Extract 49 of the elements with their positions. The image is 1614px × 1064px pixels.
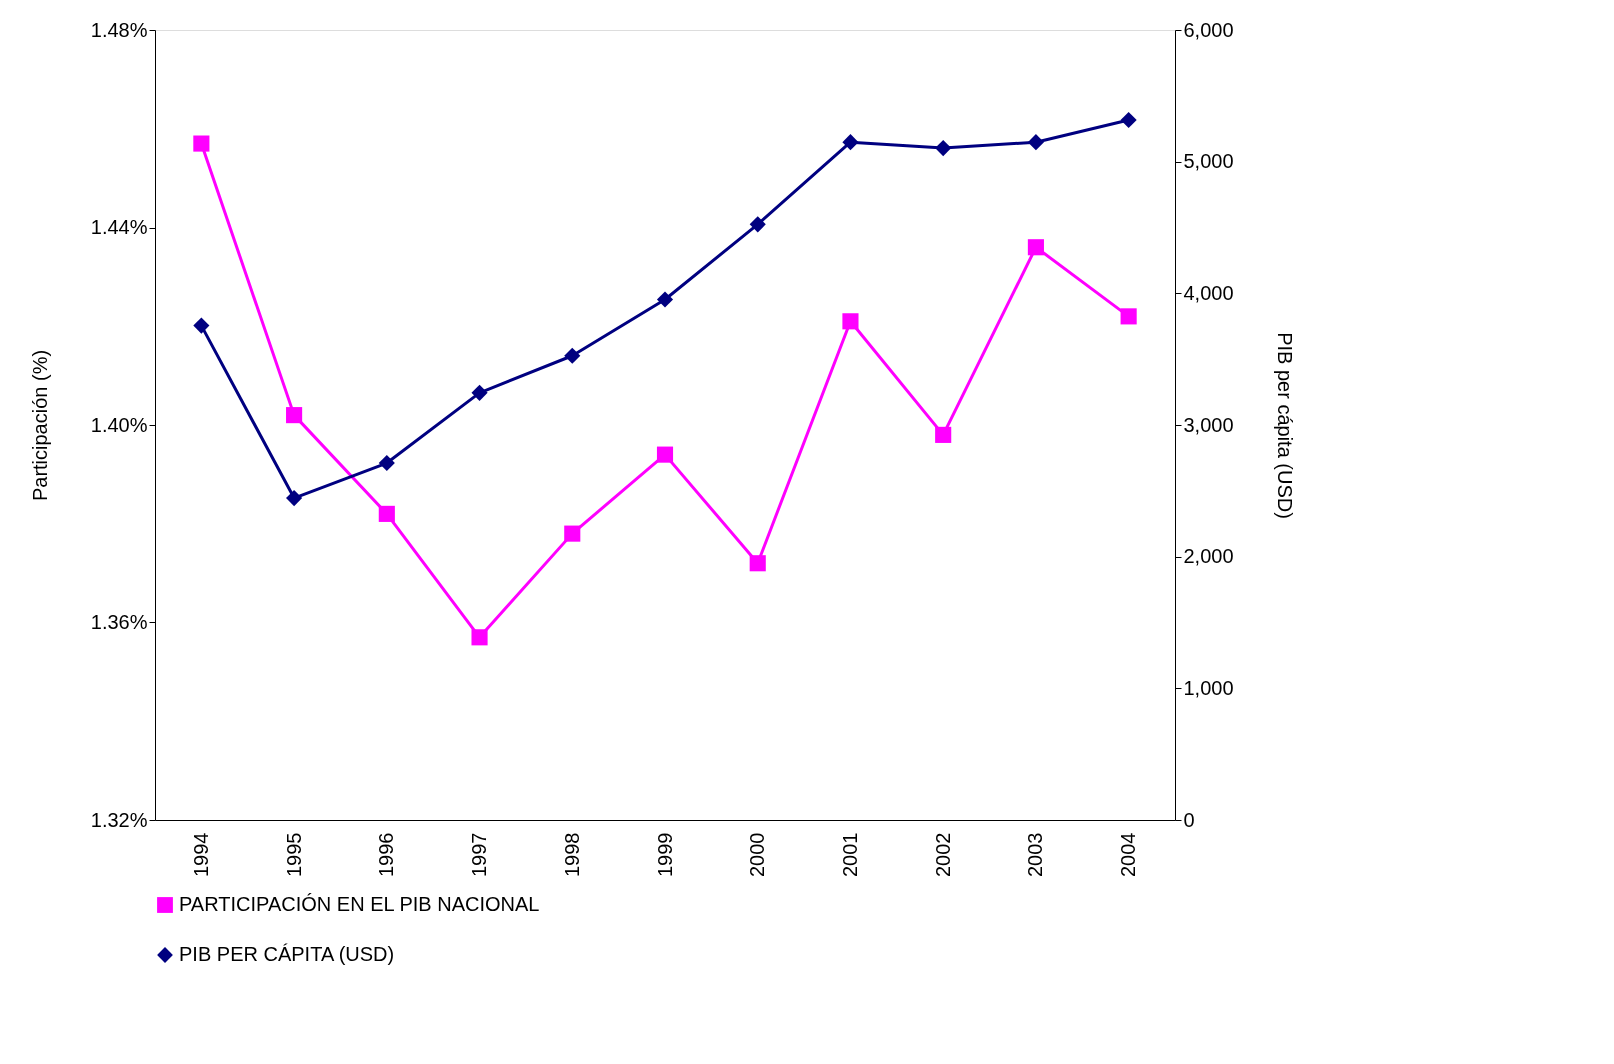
x-tick-label: 1998 bbox=[560, 832, 583, 877]
y-tick-label: 1.36% bbox=[90, 611, 148, 633]
point bbox=[1027, 134, 1044, 151]
y-axis-title: Participación (%) bbox=[28, 349, 51, 502]
point bbox=[935, 426, 952, 443]
point bbox=[471, 629, 488, 646]
y-tick-label: 1.40% bbox=[90, 413, 148, 436]
point bbox=[935, 140, 952, 157]
point bbox=[842, 313, 859, 330]
x-tick-label: 2003 bbox=[1024, 832, 1047, 877]
point bbox=[1120, 112, 1137, 129]
y2-tick-label: 3,000 bbox=[1183, 413, 1234, 436]
y2-tick-label: 5,000 bbox=[1183, 150, 1234, 173]
point bbox=[471, 384, 488, 401]
x-tick-label: 2002 bbox=[931, 832, 954, 877]
y2-tick-label: 1,000 bbox=[1183, 676, 1234, 699]
point bbox=[193, 317, 210, 334]
y2-tick-label: 0 bbox=[1183, 808, 1195, 831]
x-tick-label: 2000 bbox=[746, 832, 769, 877]
legend-label: PIB PER CÁPITA (USD) bbox=[179, 943, 395, 965]
y2-tick-label: 6,000 bbox=[1183, 18, 1234, 41]
y2-tick-label: 4,000 bbox=[1183, 281, 1234, 304]
point bbox=[749, 216, 766, 233]
point bbox=[564, 525, 581, 542]
y2-axis-title: PIB per cápita (USD) bbox=[1273, 332, 1296, 519]
y-tick-label: 1.48% bbox=[90, 18, 148, 41]
y-tick-label: 1.44% bbox=[90, 216, 148, 238]
point bbox=[656, 446, 674, 463]
x-tick-label: 1994 bbox=[189, 832, 212, 877]
x-tick-label: 1995 bbox=[282, 832, 305, 877]
point bbox=[656, 291, 674, 308]
x-tick-label: 2001 bbox=[838, 832, 861, 877]
point bbox=[286, 407, 303, 424]
x-tick-label: 2004 bbox=[1117, 832, 1140, 877]
x-tick-label: 1999 bbox=[653, 832, 676, 877]
point bbox=[842, 134, 859, 151]
point bbox=[1120, 308, 1137, 325]
point bbox=[564, 347, 581, 364]
point bbox=[286, 490, 303, 507]
legend-label: PARTICIPACIÓN EN EL PIB NACIONAL bbox=[179, 893, 540, 915]
point bbox=[1027, 239, 1044, 256]
point bbox=[749, 555, 766, 572]
x-tick-label: 1997 bbox=[468, 832, 491, 877]
y2-tick-label: 2,000 bbox=[1183, 545, 1234, 568]
y-tick-label: 1.32% bbox=[90, 808, 148, 831]
point bbox=[193, 135, 210, 152]
point bbox=[378, 454, 395, 472]
point bbox=[378, 505, 395, 522]
x-tick-label: 1996 bbox=[375, 832, 398, 877]
